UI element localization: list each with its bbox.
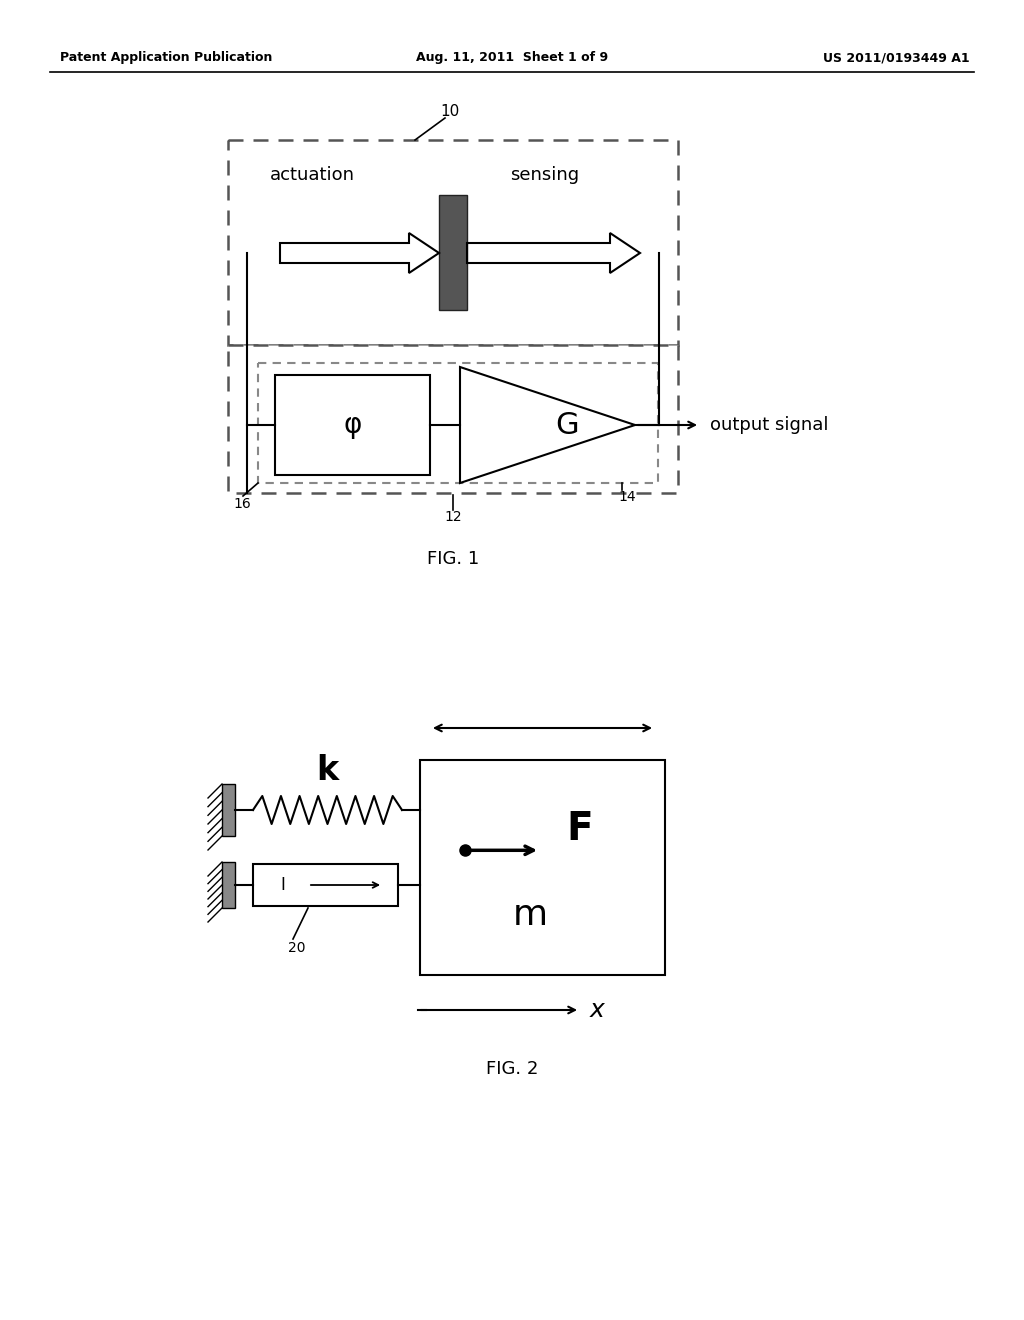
Bar [228, 140, 678, 345]
Text: Aug. 11, 2011  Sheet 1 of 9: Aug. 11, 2011 Sheet 1 of 9 [416, 51, 608, 65]
Text: 16: 16 [233, 498, 251, 511]
Text: G: G [556, 411, 580, 440]
Bar [222, 784, 234, 836]
Text: k: k [316, 754, 339, 787]
Bar [439, 195, 467, 310]
Bar [258, 363, 658, 483]
Bar [275, 375, 430, 475]
Text: 10: 10 [440, 104, 460, 120]
Text: x: x [590, 998, 605, 1022]
Text: FIG. 1: FIG. 1 [427, 550, 479, 568]
Text: m: m [513, 898, 548, 932]
Text: F: F [566, 809, 593, 847]
Text: FIG. 2: FIG. 2 [485, 1060, 539, 1078]
Text: φ: φ [343, 411, 361, 440]
Text: sensing: sensing [510, 166, 580, 183]
Text: 20: 20 [288, 941, 305, 954]
Bar [253, 865, 398, 906]
Text: I: I [281, 876, 286, 894]
Text: 12: 12 [444, 510, 462, 524]
Bar [222, 862, 234, 908]
Bar [228, 345, 678, 492]
Text: 14: 14 [618, 490, 636, 504]
Text: actuation: actuation [270, 166, 355, 183]
Bar [420, 760, 665, 975]
Text: US 2011/0193449 A1: US 2011/0193449 A1 [823, 51, 970, 65]
Text: output signal: output signal [710, 416, 828, 434]
Text: Patent Application Publication: Patent Application Publication [60, 51, 272, 65]
